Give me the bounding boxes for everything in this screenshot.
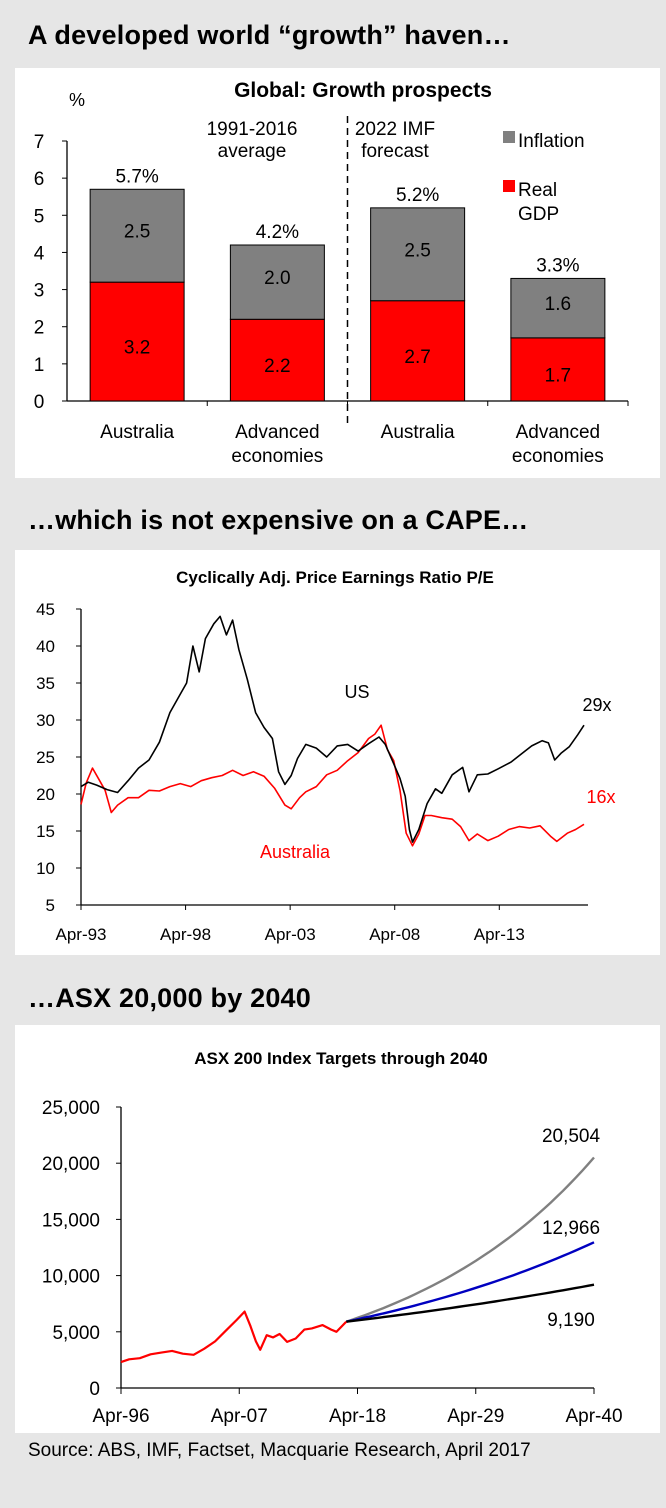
data-label-real-gdp-4: 1.7 [545, 365, 571, 386]
y-tick-label-6: 6 [34, 169, 45, 190]
heading-cape: …which is not expensive on a CAPE… [28, 505, 529, 535]
data-label-real-gdp-3: 2.7 [404, 347, 430, 368]
x-tick-label-Apr-03: Apr-03 [265, 925, 316, 944]
source-note: Source: ABS, IMF, Factset, Macquarie Res… [28, 1440, 531, 1461]
data-label-inflation-3: 2.5 [404, 240, 430, 261]
projection-line-2 [345, 1241, 595, 1323]
end-label-australia: 16x [586, 787, 615, 807]
series-line-australia [80, 724, 585, 847]
y-tick-label-25: 25 [36, 748, 55, 767]
category-label-2-line-1: Advanced [235, 422, 320, 443]
category-label-3: Australia [381, 422, 455, 443]
legend-swatch-real-gdp [503, 180, 515, 192]
end-label-us: 29x [582, 695, 611, 715]
data-label-real-gdp-1: 3.2 [124, 338, 150, 359]
x-tick-label-Apr-96: Apr-96 [92, 1406, 149, 1427]
end-label-1: 20,504 [542, 1126, 601, 1147]
y-tick-label-35: 35 [36, 674, 55, 693]
panel-growth-prospects: Global: Growth prospects% 0 1 2 3 4 5 6 7 3.2 2.5 5… [15, 68, 660, 478]
data-label-inflation-2: 2.0 [264, 268, 290, 289]
y-tick-label-10,000: 10,000 [42, 1267, 100, 1288]
category-label-1: Australia [100, 422, 174, 443]
total-label-2: 4.2% [256, 222, 299, 243]
y-tick-label-0: 0 [89, 1379, 100, 1400]
panel-cape: Cyclically Adj. Price Earnings Ratio P/E… [15, 550, 660, 955]
x-tick-label-Apr-18: Apr-18 [329, 1406, 386, 1427]
category-label-4-line-2: economies [512, 446, 604, 467]
x-tick-label-Apr-07: Apr-07 [211, 1406, 268, 1427]
bar-inflation-4 [510, 277, 606, 339]
y-tick-label-1: 1 [34, 355, 45, 376]
total-label-3: 5.2% [396, 185, 439, 206]
chart-title: ASX 200 Index Targets through 2040 [194, 1049, 488, 1068]
y-tick-label-10: 10 [36, 859, 55, 878]
series-label-australia: Australia [260, 842, 331, 862]
bar-inflation-2 [229, 244, 325, 320]
y-tick-label-5,000: 5,000 [52, 1323, 100, 1344]
heading-growth-haven: A developed world “growth” haven… [28, 20, 511, 50]
heading-asx-20000: …ASX 20,000 by 2040 [28, 983, 311, 1013]
group-label-historical-line-1: 1991-2016 [207, 119, 298, 140]
bar-inflation-3 [370, 207, 466, 302]
x-tick-label-Apr-40: Apr-40 [565, 1406, 622, 1427]
cape-chart: Cyclically Adj. Price Earnings Ratio P/E… [36, 568, 615, 944]
data-label-inflation-1: 2.5 [124, 222, 150, 243]
projection-line-1 [345, 1156, 595, 1323]
y-tick-label-30: 30 [36, 711, 55, 730]
category-label-2-line-2: economies [231, 446, 323, 467]
history-line-asx200 [120, 1310, 347, 1364]
y-tick-label-15,000: 15,000 [42, 1210, 100, 1231]
y-tick-label-3: 3 [34, 281, 45, 302]
y-tick-label-5: 5 [46, 896, 55, 915]
data-label-real-gdp-2: 2.2 [264, 356, 290, 377]
y-tick-label-7: 7 [34, 132, 45, 153]
x-tick-label-Apr-93: Apr-93 [55, 925, 106, 944]
y-tick-label-4: 4 [34, 243, 45, 264]
series-label-us: US [344, 682, 369, 702]
group-label-forecast-line-2: forecast [361, 141, 429, 162]
y-tick-label-20: 20 [36, 785, 55, 804]
total-label-4: 3.3% [536, 255, 579, 276]
x-tick-label-Apr-29: Apr-29 [447, 1406, 504, 1427]
y-tick-label-15: 15 [36, 822, 55, 841]
chart-title: Cyclically Adj. Price Earnings Ratio P/E [176, 568, 494, 587]
total-label-1: 5.7% [115, 166, 158, 187]
end-label-3: 9,190 [547, 1310, 595, 1331]
series-line-us [80, 615, 585, 843]
bar-inflation-1 [89, 188, 185, 283]
y-tick-label-20,000: 20,000 [42, 1154, 100, 1175]
legend-label-inflation: Inflation [518, 131, 585, 152]
projection-line-3 [346, 1283, 595, 1323]
group-label-historical-line-2: average [218, 141, 287, 162]
y-tick-label-25,000: 25,000 [42, 1098, 100, 1119]
y-tick-label-5: 5 [34, 206, 45, 227]
panel-asx-targets: ASX 200 Index Targets through 2040 0 5,000… [15, 1025, 660, 1433]
legend-label-real-gdp-line-1: Real [518, 180, 557, 201]
bar-real-gdp-4 [510, 337, 606, 402]
legend-label-real-gdp-line-2: GDP [518, 204, 559, 225]
chart-title: Global: Growth prospects [234, 79, 492, 102]
y-axis-label: % [69, 90, 85, 110]
data-label-inflation-4: 1.6 [545, 294, 571, 315]
bar-real-gdp-3 [370, 300, 466, 402]
y-tick-label-0: 0 [34, 392, 45, 413]
category-label-4-line-1: Advanced [516, 422, 601, 443]
legend-swatch-inflation [503, 131, 515, 143]
end-label-2: 12,966 [542, 1218, 600, 1239]
y-tick-label-2: 2 [34, 318, 45, 339]
asx-targets-chart: ASX 200 Index Targets through 2040 0 5,000… [42, 1049, 623, 1427]
x-tick-label-Apr-13: Apr-13 [474, 925, 525, 944]
growth-prospects-chart: Global: Growth prospects% 0 1 2 3 4 5 6 7 3.2 2.5 5… [34, 79, 629, 467]
y-tick-label-45: 45 [36, 600, 55, 619]
group-label-forecast-line-1: 2022 IMF [355, 119, 435, 140]
x-tick-label-Apr-08: Apr-08 [369, 925, 420, 944]
bar-real-gdp-2 [229, 318, 325, 402]
x-tick-label-Apr-98: Apr-98 [160, 925, 211, 944]
y-tick-label-40: 40 [36, 637, 55, 656]
